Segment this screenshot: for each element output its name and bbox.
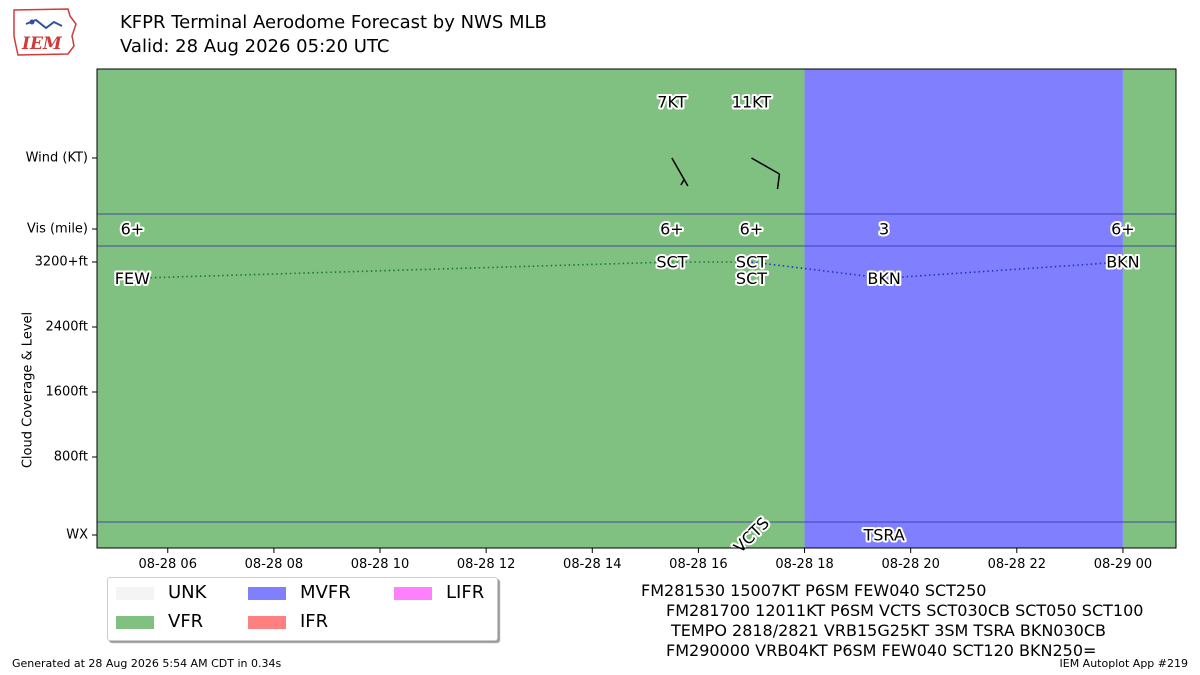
legend-swatch-mvfr [248,587,286,600]
visibility-label: 3 [879,220,889,239]
wind-barb [671,157,689,187]
cloud-label: SCT [736,269,767,288]
legend-swatch-vfr [116,616,154,629]
y-tick-label: 800ft [54,450,88,465]
category-band-vfr [97,69,805,548]
legend-label-unk: UNK [168,582,207,603]
x-tick-label: 08-28 08 [245,557,303,572]
visibility-label: 6+ [740,220,764,239]
chart-subtitle: Valid: 28 Aug 2026 05:20 UTC [120,36,390,57]
legend-swatch-lifr [394,587,432,600]
cloud-label: SCT [656,253,687,272]
chart-title: KFPR Terminal Aerodome Forecast by NWS M… [120,12,547,33]
plot-frame [96,68,1177,549]
y-tick-label: WX [66,528,88,543]
category-band-mvfr [804,69,1123,548]
x-tick-label: 08-28 06 [139,557,197,572]
legend-label-lifr: LIFR [446,582,485,603]
x-tick-label: 08-28 20 [881,557,939,572]
y-tick-label: 2400ft [45,320,88,335]
app-footer: IEM Autoplot App #219 [1059,657,1189,670]
taf-line-3: TEMPO 2818/2821 VRB15G25KT 3SM TSRA BKN0… [671,621,1106,640]
taf-line-4: FM290000 VRB04KT P6SM FEW040 SCT120 BKN2… [666,641,1097,660]
cloud-label: SCT [736,253,767,272]
y-axis-label: Cloud Coverage & Level [21,312,36,468]
iowa-state-outline-icon: IEM [13,8,77,56]
x-tick-label: 08-29 00 [1094,557,1152,572]
legend-label-vfr: VFR [168,611,204,632]
cloud-label: BKN [867,269,900,288]
cloud-label: FEW [115,269,150,288]
iem-logo: IEM [10,6,78,58]
logo-text: IEM [21,34,63,54]
x-tick-label: 08-28 22 [988,557,1046,572]
legend-swatch-ifr [248,616,286,629]
visibility-label: 6+ [1111,220,1135,239]
y-tick-label: 3200+ft [35,255,88,270]
wind-speed-label: 11KT [732,93,772,112]
visibility-label: 6+ [121,220,145,239]
x-tick-label: 08-28 16 [669,557,727,572]
legend-label-mvfr: MVFR [300,582,351,603]
legend-label-ifr: IFR [300,611,329,632]
legend-swatch-unk [116,587,154,600]
legend: UNK VFR MVFR IFR LIFR [107,577,498,641]
generated-footer: Generated at 28 Aug 2026 5:54 AM CDT in … [12,657,282,670]
taf-line-2: FM281700 12011KT P6SM VCTS SCT030CB SCT0… [666,601,1144,620]
wind-barb [751,157,781,190]
taf-line-1: FM281530 15007KT P6SM FEW040 SCT250 [641,581,987,600]
weather-label: TSRA [862,526,904,545]
category-band-vfr [1122,69,1176,548]
visibility-label: 6+ [660,220,684,239]
cloud-label: BKN [1106,253,1139,272]
cloud-trend-line [884,261,1123,280]
y-tick-label: Vis (mile) [27,222,88,237]
wind-speed-label: 7KT [657,93,686,112]
x-tick-label: 08-28 12 [457,557,515,572]
x-tick-label: 08-28 14 [563,557,621,572]
x-tick-label: 08-28 10 [351,557,409,572]
x-tick-label: 08-28 18 [775,557,833,572]
y-tick-label: 1600ft [45,385,88,400]
y-tick-label: Wind (KT) [26,151,88,166]
